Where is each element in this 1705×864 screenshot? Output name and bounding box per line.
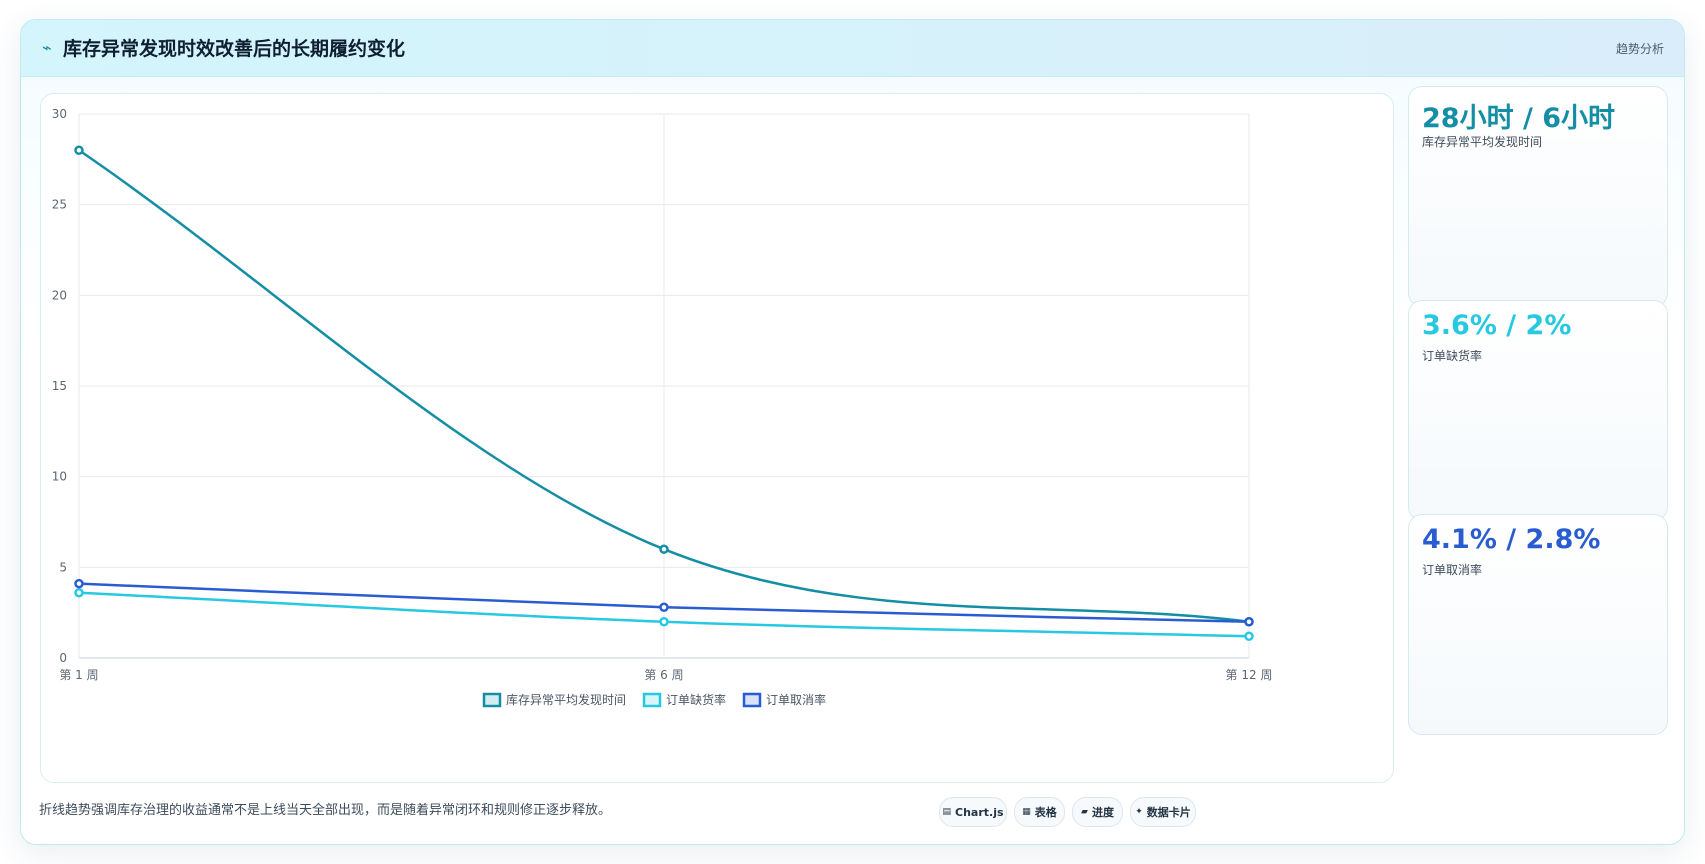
data-point bbox=[659, 602, 669, 612]
stat-value: 3.6% / 2% bbox=[1422, 310, 1572, 341]
y-tick-label: 10 bbox=[52, 470, 67, 484]
data-point bbox=[74, 145, 84, 156]
y-tick-label: 0 bbox=[59, 651, 67, 665]
stat-value: 4.1% / 2.8% bbox=[1422, 524, 1601, 555]
stat-card-discovery-time: 28小时 / 6小时 库存异常平均发现时间 bbox=[1408, 86, 1668, 307]
chip-chartjs[interactable]: ▤ Chart.js bbox=[939, 797, 1007, 827]
chip-label: 数据卡片 bbox=[1146, 806, 1191, 819]
chip-table[interactable]: ▦ 表格 bbox=[1014, 797, 1065, 827]
progress-icon: ▰ bbox=[1081, 807, 1088, 817]
x-tick-label: 第 12 周 bbox=[1226, 668, 1273, 682]
stat-value: 28小时 / 6小时 bbox=[1422, 103, 1616, 134]
x-tick-label: 第 1 周 bbox=[59, 668, 98, 682]
data-point bbox=[659, 544, 669, 554]
sparkle-icon: ✦ bbox=[1135, 807, 1143, 817]
chip-label: Chart.js bbox=[955, 805, 1004, 819]
data-point bbox=[74, 578, 84, 589]
stat-label: 库存异常平均发现时间 bbox=[1422, 135, 1543, 149]
card-header: ⌁ 库存异常发现时效改善后的长期履约变化 趋势分析 bbox=[21, 20, 1684, 77]
trend-icon: ⌁ bbox=[42, 38, 52, 57]
chip-label: 表格 bbox=[1034, 806, 1057, 819]
chip-progress[interactable]: ▰ 进度 bbox=[1072, 797, 1123, 827]
y-tick-label: 20 bbox=[52, 288, 67, 302]
legend-label: 订单缺货率 bbox=[666, 692, 726, 707]
stat-label: 订单缺货率 bbox=[1422, 349, 1483, 363]
y-tick-label: 15 bbox=[52, 379, 67, 393]
stat-card-stockout-rate: 3.6% / 2% 订单缺货率 bbox=[1408, 300, 1668, 521]
legend-label: 订单取消率 bbox=[766, 692, 826, 707]
header-tag: 趋势分析 bbox=[1615, 42, 1664, 56]
legend-label: 库存异常平均发现时间 bbox=[506, 692, 626, 707]
legend-swatch bbox=[482, 692, 502, 708]
chip-data-card[interactable]: ✦ 数据卡片 bbox=[1130, 797, 1196, 827]
footer-note: 折线趋势强调库存治理的收益通常不是上线当天全部出现，而是随着异常闭环和规则修正逐… bbox=[39, 803, 612, 818]
stat-label: 订单取消率 bbox=[1422, 563, 1483, 577]
chart-panel: 0 5 10 15 20 25 30 第 1 周 第 6 周 第 12 周库存异常平均发现时间 订单… bbox=[40, 93, 1394, 783]
chart-card: ⌁ 库存异常发现时效改善后的长期履约变化 趋势分析 0 5 10 15 20 25 30 第 … bbox=[20, 19, 1685, 845]
card-title: 库存异常发现时效改善后的长期履约变化 bbox=[63, 38, 406, 60]
legend-swatch bbox=[642, 692, 662, 708]
data-point bbox=[1244, 616, 1254, 627]
data-point bbox=[74, 587, 84, 598]
table-icon: ▦ bbox=[1022, 807, 1031, 817]
legend-swatch bbox=[742, 692, 762, 708]
y-tick-label: 5 bbox=[59, 560, 67, 574]
chart-icon: ▤ bbox=[942, 807, 951, 817]
stat-card-cancel-rate: 4.1% / 2.8% 订单取消率 bbox=[1408, 514, 1668, 735]
data-point bbox=[659, 616, 669, 627]
chip-label: 进度 bbox=[1091, 806, 1114, 819]
data-point bbox=[1244, 631, 1254, 641]
x-tick-label: 第 6 周 bbox=[644, 668, 683, 682]
y-tick-label: 25 bbox=[52, 198, 67, 212]
y-tick-label: 30 bbox=[52, 107, 67, 121]
